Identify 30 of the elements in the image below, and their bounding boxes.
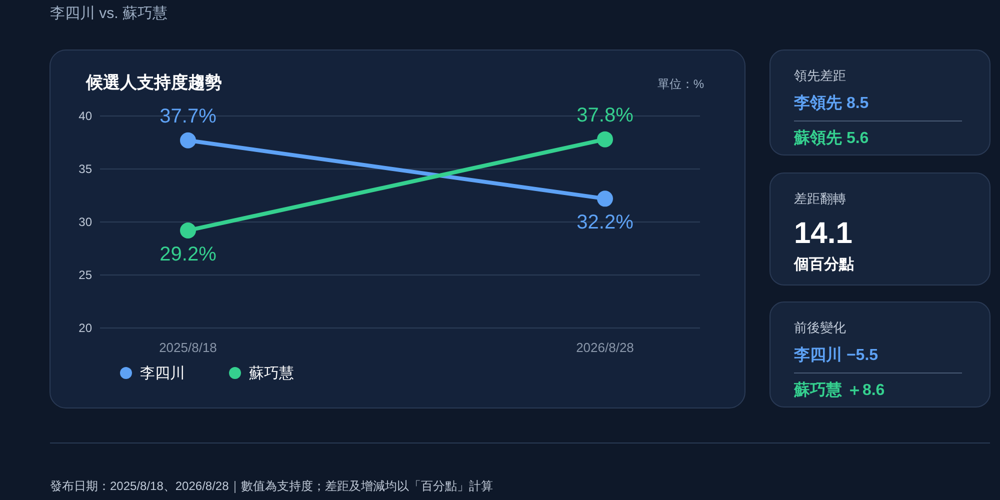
text: 單位：% [657, 77, 704, 91]
data-label: 37.8% [576, 104, 634, 126]
text: 李四川 −5.5 [793, 346, 878, 364]
chart-title: 候選人支持度趨勢 [85, 73, 222, 92]
y-tick-label: 40 [78, 109, 92, 123]
legend-label: 蘇巧慧 [249, 365, 294, 382]
text: 前後變化 [794, 320, 846, 335]
x-tick-label: 2026/8/28 [576, 340, 634, 355]
y-tick-label: 25 [78, 268, 92, 282]
x-tick-label: 2025/8/18 [159, 340, 217, 355]
text: 發布日期：2025/8/18、2026/8/28｜數值為支持度；差距及增減均以「百分點」計算 [50, 479, 493, 493]
point [597, 190, 613, 207]
y-tick-label: 35 [78, 162, 92, 176]
point [180, 222, 196, 238]
text: 14.1 [794, 217, 852, 250]
text: 李領先 8.5 [793, 94, 869, 112]
y-tick-label: 20 [78, 321, 92, 335]
data-label: 37.7% [160, 105, 217, 128]
text: 個百分點 [793, 256, 854, 273]
point [180, 132, 196, 148]
text: 差距翻轉 [794, 191, 846, 206]
text: 蘇巧慧 ＋8.6 [793, 381, 885, 399]
y-tick-label: 30 [78, 215, 92, 229]
text: 蘇領先 5.6 [793, 129, 869, 147]
point [597, 131, 613, 148]
text: 領先差距 [794, 68, 846, 83]
text: 李四川 vs. 蘇巧慧 [50, 5, 168, 22]
data-label: 29.2% [160, 243, 217, 266]
data-label: 32.2% [576, 212, 634, 234]
legend-label: 李四川 [140, 365, 185, 382]
